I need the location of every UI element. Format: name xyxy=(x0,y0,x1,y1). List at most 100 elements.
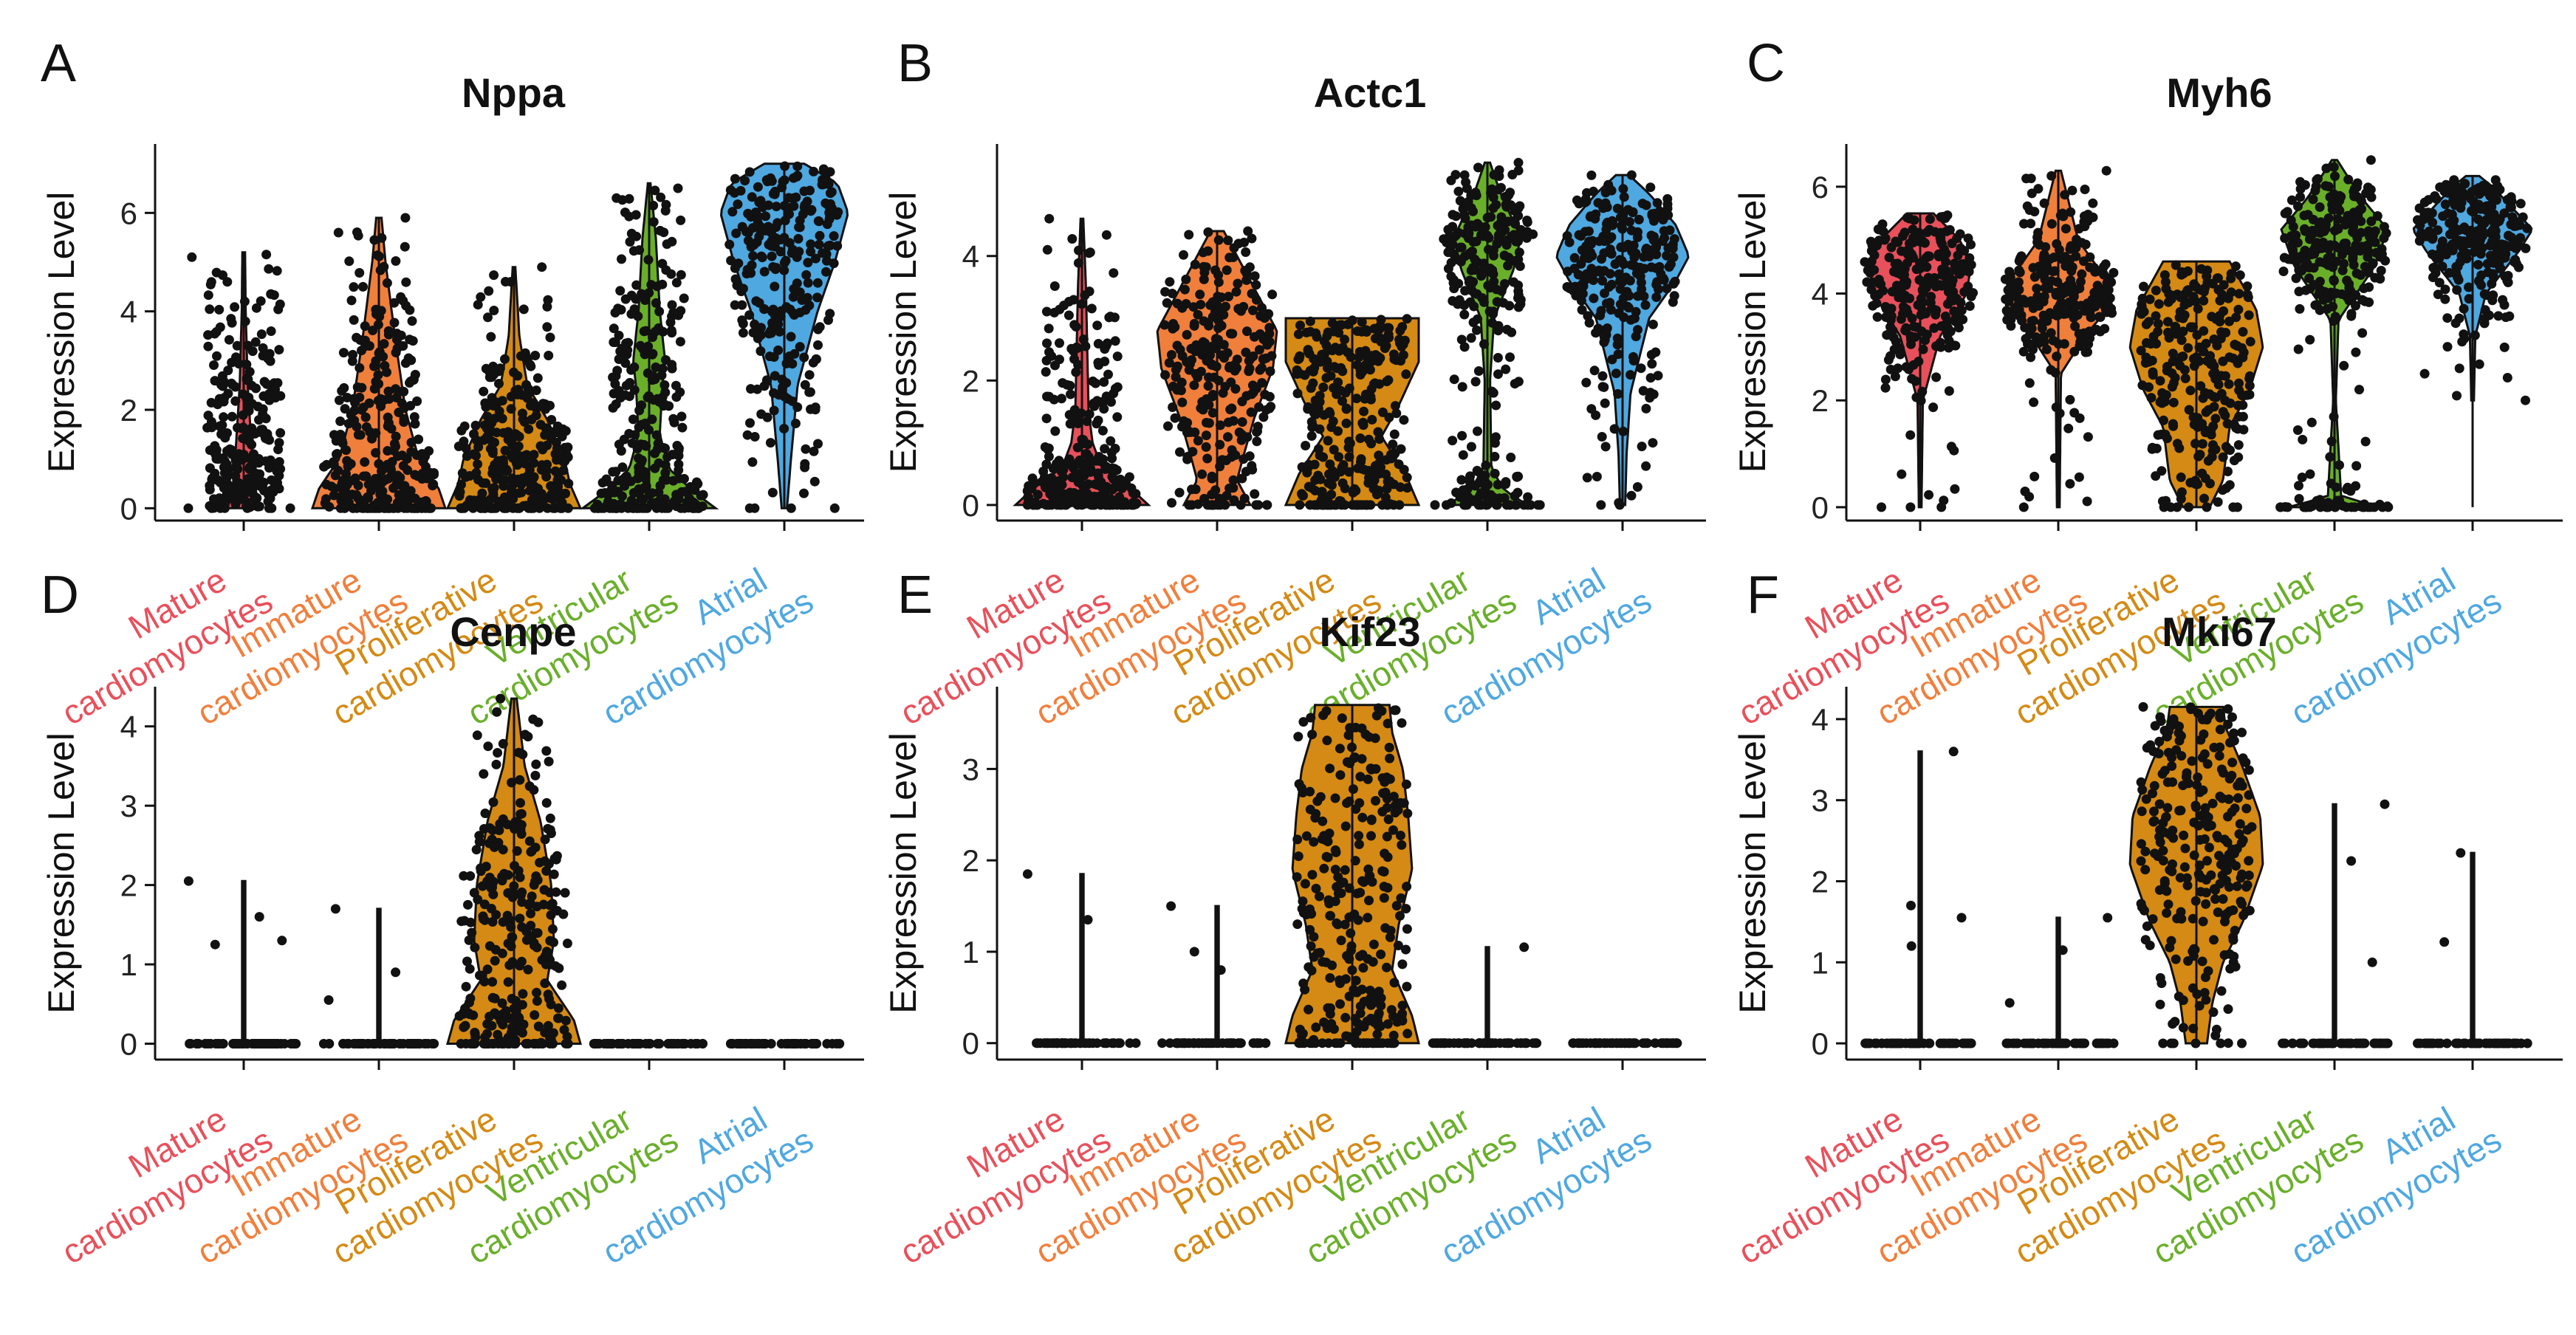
data-point xyxy=(1069,405,1080,415)
data-point xyxy=(230,1039,241,1049)
data-point xyxy=(383,326,394,336)
data-point xyxy=(1298,490,1308,501)
data-point xyxy=(504,1036,514,1046)
data-point xyxy=(1648,438,1658,448)
data-point xyxy=(1327,318,1337,329)
data-point xyxy=(671,278,682,288)
data-point xyxy=(1217,455,1227,465)
data-point xyxy=(1513,280,1524,290)
data-point xyxy=(655,481,665,491)
data-point xyxy=(2159,415,2168,425)
data-point xyxy=(1038,498,1049,509)
data-point xyxy=(1914,357,1924,366)
data-point xyxy=(2033,227,2044,238)
data-point xyxy=(406,437,417,447)
data-point xyxy=(1533,500,1543,510)
data-point xyxy=(756,346,766,356)
data-point xyxy=(1395,482,1405,493)
data-point xyxy=(2038,310,2049,320)
data-point xyxy=(2457,337,2467,347)
data-point xyxy=(493,748,503,758)
data-point xyxy=(1901,326,1911,336)
data-point xyxy=(1075,1038,1085,1049)
data-point xyxy=(323,995,334,1005)
data-point xyxy=(1261,405,1271,415)
data-point xyxy=(1179,284,1190,295)
data-point xyxy=(352,382,363,392)
data-point xyxy=(654,1039,665,1049)
data-point xyxy=(1882,330,1892,340)
data-point xyxy=(1223,236,1233,245)
data-point xyxy=(499,868,510,879)
data-point xyxy=(1399,415,1409,425)
data-point xyxy=(660,443,670,453)
data-point xyxy=(462,451,472,461)
data-point xyxy=(2226,287,2236,298)
data-point xyxy=(1109,312,1120,323)
data-point xyxy=(740,176,750,186)
data-point xyxy=(560,888,570,898)
data-point xyxy=(465,917,476,927)
data-point xyxy=(2366,216,2377,227)
data-point xyxy=(1473,162,1483,173)
data-point xyxy=(1313,470,1323,481)
data-point xyxy=(503,977,513,987)
data-point xyxy=(669,417,679,428)
data-point xyxy=(1446,498,1456,508)
data-point xyxy=(1491,284,1501,295)
data-point xyxy=(2228,502,2238,512)
data-point xyxy=(2487,278,2497,289)
data-point xyxy=(376,306,386,316)
data-point xyxy=(1920,335,1931,346)
data-point xyxy=(1501,477,1511,487)
data-point xyxy=(2373,249,2383,259)
data-point xyxy=(1199,493,1210,504)
data-point xyxy=(379,261,389,272)
data-point xyxy=(1383,375,1394,385)
data-point xyxy=(337,385,347,396)
data-point xyxy=(428,481,438,491)
data-point xyxy=(216,429,227,439)
data-point xyxy=(2330,312,2340,322)
data-point xyxy=(2167,382,2177,392)
data-point xyxy=(1591,328,1601,338)
data-point xyxy=(785,304,795,315)
data-point xyxy=(553,1013,563,1023)
data-point xyxy=(821,249,832,259)
data-point xyxy=(242,1039,253,1049)
data-point xyxy=(366,503,375,513)
data-point xyxy=(1226,377,1236,388)
data-point xyxy=(1241,247,1251,257)
data-point xyxy=(2144,357,2154,367)
data-point xyxy=(1374,459,1384,469)
data-point xyxy=(742,430,753,440)
data-point xyxy=(1648,319,1658,329)
data-point xyxy=(1247,289,1257,299)
data-point xyxy=(1905,238,1914,249)
data-point xyxy=(1114,492,1125,502)
data-point xyxy=(1251,280,1261,290)
data-point xyxy=(1318,382,1329,392)
data-point xyxy=(2233,400,2244,411)
data-point xyxy=(2490,226,2501,236)
data-point xyxy=(187,252,197,262)
data-point xyxy=(2343,174,2354,185)
data-point xyxy=(1193,499,1203,509)
data-point xyxy=(2477,218,2487,228)
data-point xyxy=(832,241,843,251)
data-point xyxy=(222,490,232,501)
data-point xyxy=(541,866,552,876)
data-point xyxy=(771,222,781,233)
data-point xyxy=(2199,493,2209,504)
data-point xyxy=(1880,382,1891,393)
data-point xyxy=(557,498,567,508)
data-point xyxy=(2351,461,2362,471)
data-point xyxy=(1170,413,1180,423)
data-point xyxy=(1582,473,1592,483)
violin-group: Maturecardiomyocytes xyxy=(55,250,295,732)
data-point xyxy=(1103,369,1113,380)
data-point xyxy=(546,999,556,1009)
data-point xyxy=(261,250,272,260)
data-point xyxy=(779,265,789,275)
data-point xyxy=(1402,473,1412,483)
